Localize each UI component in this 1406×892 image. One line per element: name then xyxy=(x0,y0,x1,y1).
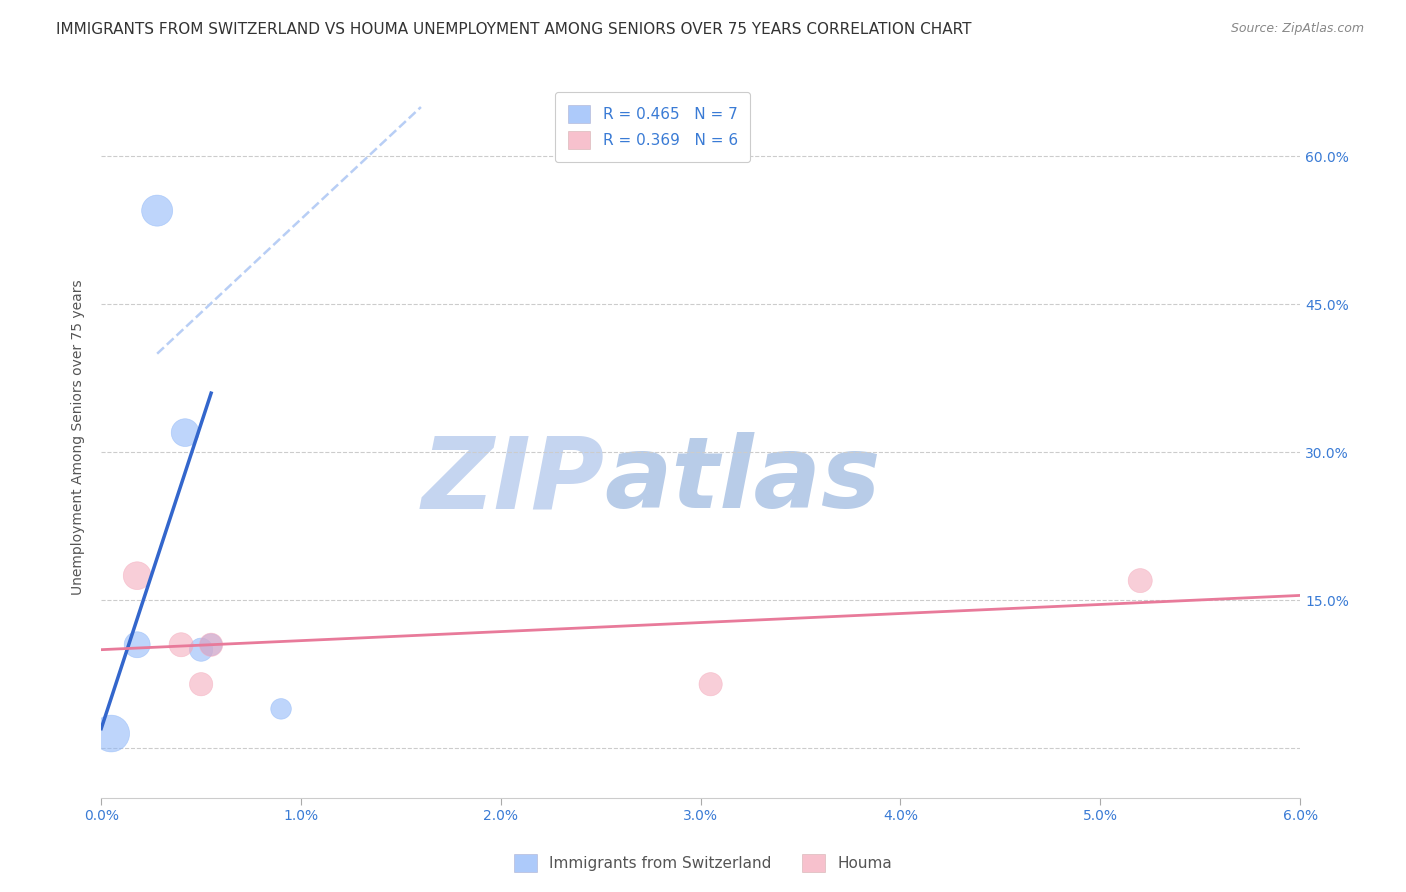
Point xyxy=(699,677,721,691)
Y-axis label: Unemployment Among Seniors over 75 years: Unemployment Among Seniors over 75 years xyxy=(72,280,86,595)
Text: IMMIGRANTS FROM SWITZERLAND VS HOUMA UNEMPLOYMENT AMONG SENIORS OVER 75 YEARS CO: IMMIGRANTS FROM SWITZERLAND VS HOUMA UNE… xyxy=(56,22,972,37)
Point xyxy=(200,638,222,652)
Point xyxy=(170,638,193,652)
Point xyxy=(190,642,212,657)
Point xyxy=(190,677,212,691)
Point xyxy=(200,638,222,652)
Text: Source: ZipAtlas.com: Source: ZipAtlas.com xyxy=(1230,22,1364,36)
Text: atlas: atlas xyxy=(605,433,882,529)
Point xyxy=(1129,574,1152,588)
Legend: R = 0.465   N = 7, R = 0.369   N = 6: R = 0.465 N = 7, R = 0.369 N = 6 xyxy=(555,92,749,161)
Point xyxy=(146,203,169,218)
Point xyxy=(100,726,122,740)
Legend: Immigrants from Switzerland, Houma: Immigrants from Switzerland, Houma xyxy=(506,846,900,880)
Point xyxy=(174,425,197,440)
Point xyxy=(127,638,149,652)
Point xyxy=(270,702,292,716)
Text: ZIP: ZIP xyxy=(422,433,605,529)
Point xyxy=(127,568,149,582)
